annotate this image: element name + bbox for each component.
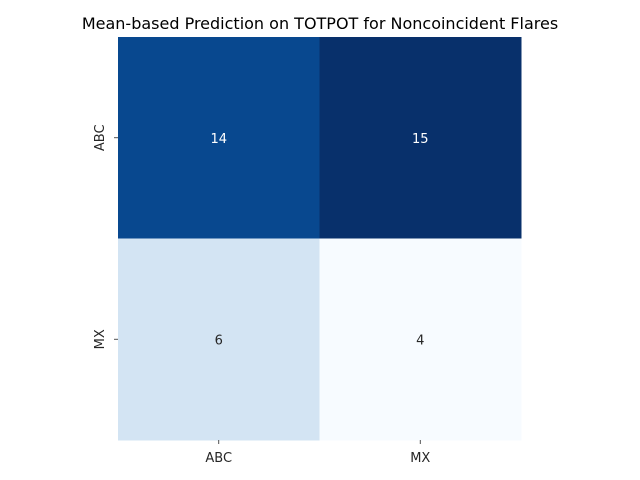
x-axis: ABC MX bbox=[205, 440, 430, 466]
cell-value-label: 14 bbox=[210, 132, 227, 147]
y-axis: ABC MX bbox=[93, 124, 118, 349]
x-tick-label: MX bbox=[410, 451, 430, 466]
heatmap-cell bbox=[319, 37, 522, 239]
y-tick-label: MX bbox=[93, 329, 108, 349]
cell-value-label: 4 bbox=[416, 333, 424, 348]
chart-title: Mean-based Prediction on TOTPOT for Nonc… bbox=[82, 14, 558, 33]
heatmap-cell bbox=[118, 37, 320, 239]
heatmap-cell bbox=[319, 238, 522, 441]
cell-value-label: 6 bbox=[215, 333, 223, 348]
x-tick-label: ABC bbox=[205, 451, 232, 466]
heatmap-cell bbox=[118, 238, 320, 441]
y-tick-label: ABC bbox=[93, 124, 108, 151]
heatmap-cells: 14 15 6 4 bbox=[118, 37, 522, 441]
cell-value-label: 15 bbox=[412, 132, 429, 147]
